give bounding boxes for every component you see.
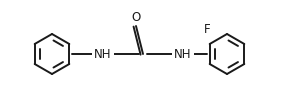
Text: F: F [204,23,211,36]
Text: NH: NH [174,48,192,60]
Text: NH: NH [94,48,112,60]
Text: O: O [131,11,141,24]
